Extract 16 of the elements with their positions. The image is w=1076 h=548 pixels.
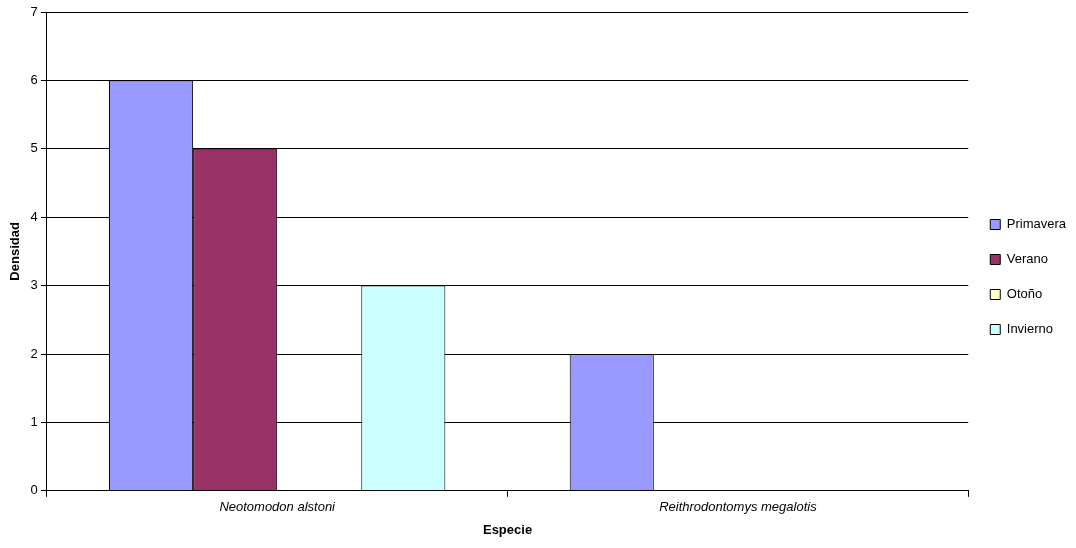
y-tick-label: 6: [30, 71, 38, 87]
y-tick-label: 1: [30, 413, 38, 429]
y-tick-label: 2: [30, 345, 38, 361]
legend-label: Otoño: [1006, 286, 1043, 302]
y-tick-label: 5: [30, 140, 38, 156]
x-axis-title: Especie: [482, 521, 533, 537]
y-tick-label: 7: [30, 3, 38, 19]
legend-label: Invierno: [1006, 321, 1054, 337]
legend-label: Primavera: [1006, 216, 1067, 232]
y-axis-title: Densidad: [7, 222, 23, 281]
y-tick-label: 4: [30, 208, 38, 224]
x-tick-label: Reithrodontomys megalotis: [659, 499, 818, 515]
legend-label: Verano: [1006, 251, 1048, 267]
y-tick-label: 0: [30, 482, 38, 498]
y-tick-label: 3: [30, 277, 38, 293]
x-tick-label: Neotomodon alstoni: [219, 499, 337, 515]
